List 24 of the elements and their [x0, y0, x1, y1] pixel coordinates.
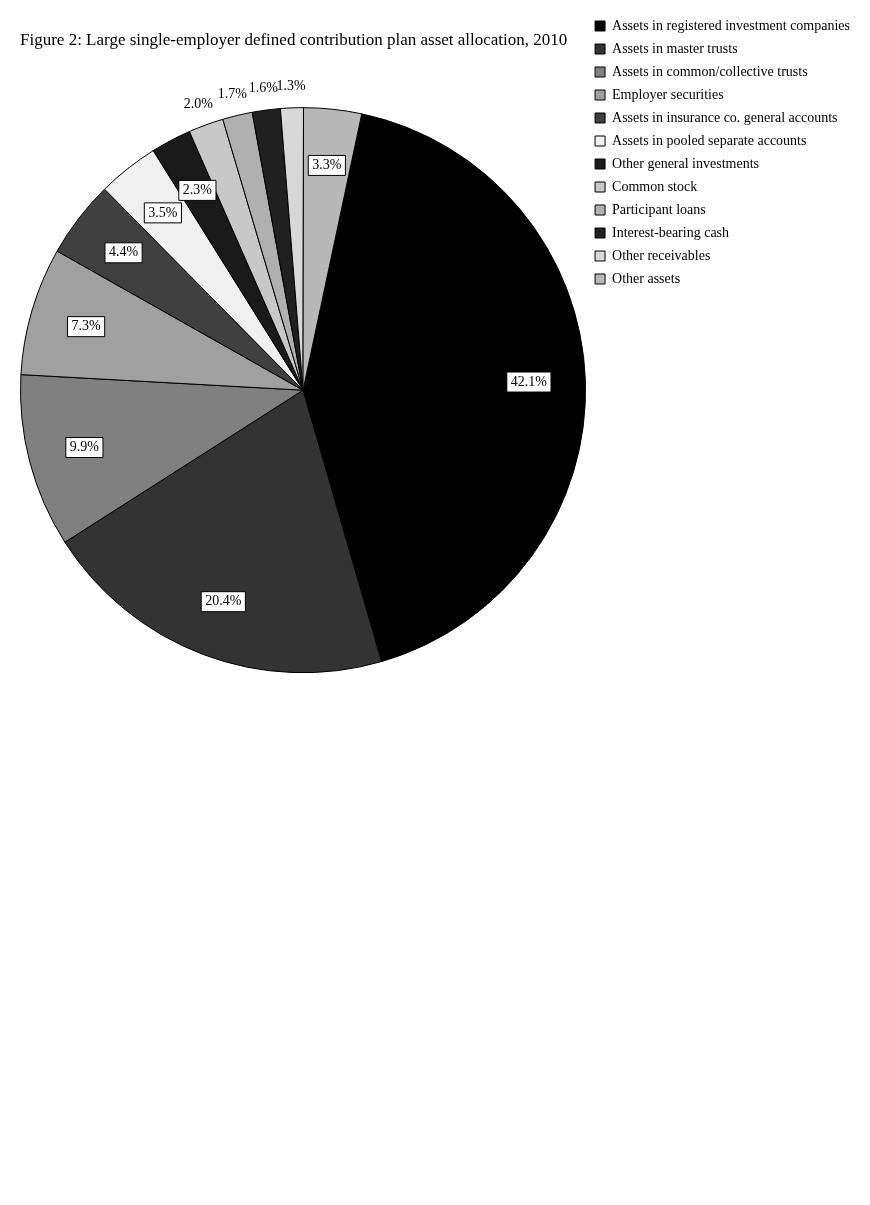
legend-label: Assets in common/collective trusts: [612, 63, 808, 79]
legend-label: Other assets: [612, 270, 681, 286]
legend-label: Participant loans: [612, 201, 706, 217]
legend-label: Assets in master trusts: [612, 40, 738, 56]
data-label: 20.4%: [205, 593, 242, 609]
data-label: 9.9%: [69, 439, 100, 455]
legend-label: Assets in pooled separate accounts: [612, 132, 807, 148]
legend-label: Interest-bearing cash: [612, 224, 730, 240]
data-label: 1.6%: [248, 79, 279, 95]
legend-label: Assets in insurance co. general accounts: [612, 109, 838, 125]
data-label: 3.5%: [148, 204, 178, 220]
text: Figure 2: Large single-employer defined contribution plan asset allocation, 2010: [20, 29, 568, 49]
data-label: 2.0%: [183, 95, 214, 111]
legend-label: Assets in registered investment companies: [612, 17, 851, 33]
data-label: 1.7%: [217, 85, 248, 101]
data-label: 2.3%: [182, 182, 213, 198]
data-label: 42.1%: [510, 373, 548, 389]
legend-label: Other general investments: [612, 155, 760, 171]
legend-label: Other receivables: [612, 247, 711, 263]
legend-label: Common stock: [612, 178, 698, 194]
data-label: 3.3%: [312, 157, 342, 173]
legend-label: Employer securities: [612, 86, 724, 102]
data-label: 4.4%: [108, 244, 139, 260]
data-label: 7.3%: [71, 318, 102, 334]
